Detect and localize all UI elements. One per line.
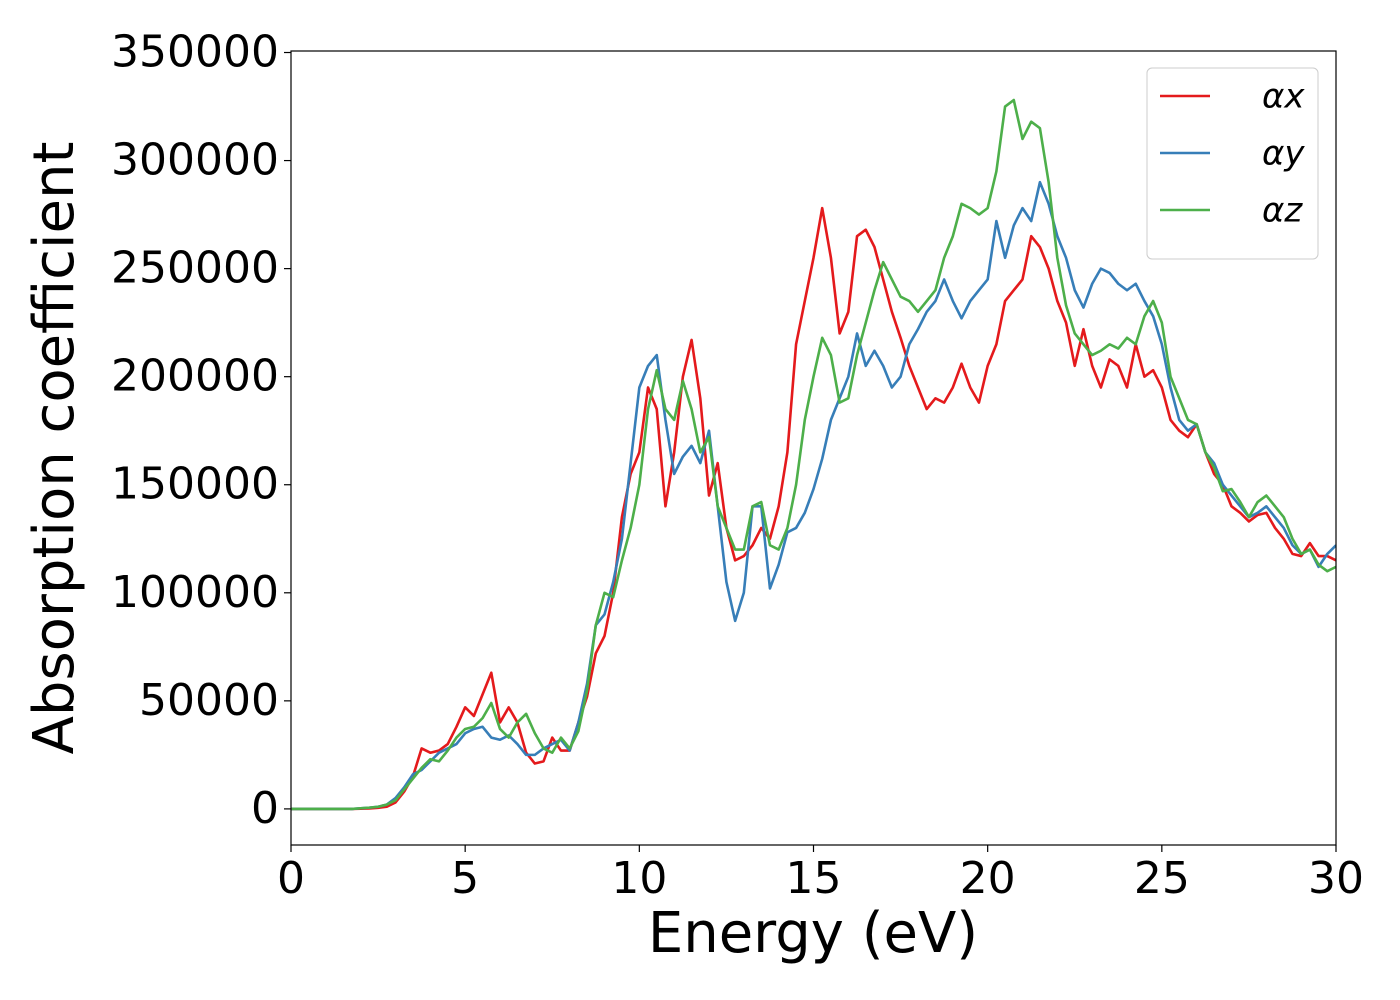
x-tick-label: 10: [611, 853, 667, 904]
x-tick-label: 5: [451, 853, 479, 904]
x-tick-label: 20: [960, 853, 1016, 904]
legend-label: αz: [1262, 191, 1303, 231]
plot-frame: [290, 50, 1337, 846]
y-axis-label: Absorption coefficient: [22, 142, 87, 755]
y-tick-label: 350000: [111, 27, 279, 78]
y-tick-label: 300000: [111, 135, 279, 186]
legend-label: αy: [1262, 134, 1305, 174]
y-tick-label: 100000: [111, 567, 279, 618]
data-line: [291, 180, 1336, 811]
y-tick-label: 0: [251, 783, 279, 834]
y-tick-label: 50000: [139, 675, 279, 726]
legend-label: αx: [1262, 77, 1305, 117]
x-tick-label: 30: [1308, 853, 1364, 904]
y-tick-label: 200000: [111, 351, 279, 402]
x-tick-label: 25: [1134, 853, 1190, 904]
data-line: [291, 206, 1336, 811]
data-line: [291, 98, 1336, 811]
y-tick-label: 250000: [111, 243, 279, 294]
x-tick-label: 15: [786, 853, 842, 904]
y-tick-label: 150000: [111, 459, 279, 510]
x-axis-label: Energy (eV): [648, 901, 978, 966]
x-tick-label: 0: [277, 853, 305, 904]
